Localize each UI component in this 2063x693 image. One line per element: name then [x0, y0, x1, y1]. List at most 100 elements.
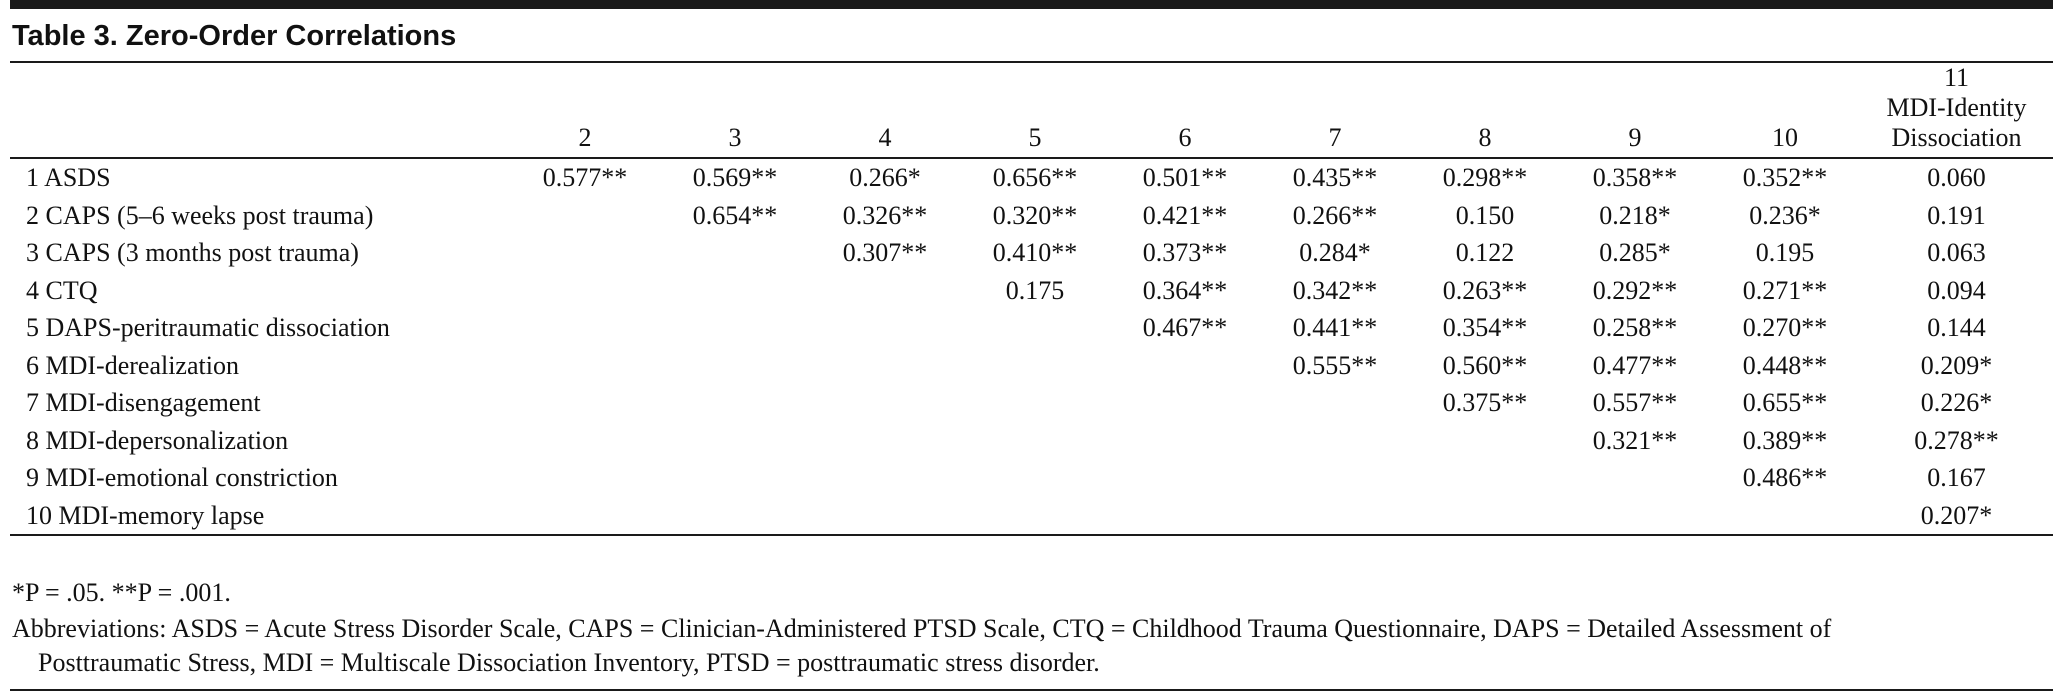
empty-cell — [1410, 496, 1560, 536]
empty-cell — [1110, 384, 1260, 422]
correlation-cell: 0.410** — [992, 238, 1078, 267]
empty-cell — [1110, 496, 1260, 536]
correlation-cell: 0.122 — [1455, 238, 1515, 267]
correlation-cell: 0.195 — [1755, 238, 1815, 267]
correlation-cell: 0.307** — [842, 238, 928, 267]
correlation-cell: 0.278** — [1914, 425, 1999, 455]
title-rule — [10, 61, 2053, 63]
header-row: 2 3 4 5 6 7 8 9 10 11 MDI-Identity Dissociation — [10, 63, 2053, 159]
bottom-rule — [10, 689, 2053, 691]
empty-cell — [660, 422, 810, 460]
empty-cell — [1260, 496, 1410, 536]
footnote: Abbreviations: ASDS = Acute Stress Disor… — [12, 614, 1832, 677]
empty-cell — [510, 422, 660, 460]
correlation-cell: 0.375** — [1442, 388, 1528, 417]
table-row: 7 MDI-disengagement 0.375** 0.557** 0.655**… — [10, 384, 2053, 422]
correlation-cell: 0.654** — [692, 200, 778, 230]
correlation-table: 2 3 4 5 6 7 8 9 10 11 MDI-Identity Dissociation 1 A… — [10, 63, 2053, 536]
empty-cell — [810, 309, 960, 347]
empty-cell — [510, 384, 660, 422]
empty-cell — [1560, 459, 1710, 497]
correlation-cell: 0.094 — [1927, 275, 1986, 305]
correlation-cell: 0.501** — [1142, 163, 1228, 192]
table-row: 4 CTQ 0.175 0.364** 0.342** 0.263** 0.292** 0.… — [10, 272, 2053, 310]
correlation-cell: 0.656** — [992, 163, 1078, 192]
empty-cell — [660, 459, 810, 497]
correlation-cell: 0.167 — [1927, 463, 1986, 492]
correlation-cell: 0.373** — [1142, 238, 1228, 267]
correlation-cell: 0.063 — [1927, 238, 1986, 267]
empty-cell — [960, 459, 1110, 497]
column-header: 11 MDI-Identity Dissociation — [1860, 63, 2053, 159]
correlation-cell: 0.292** — [1592, 275, 1678, 305]
row-label: 6 MDI-derealization — [26, 350, 239, 380]
row-label: 2 CAPS (5–6 weeks post trauma) — [26, 200, 374, 230]
empty-cell — [810, 422, 960, 460]
empty-cell — [810, 496, 960, 536]
table-title: Table 3. Zero-Order Correlations — [12, 20, 457, 52]
column-header: 5 — [960, 63, 1110, 159]
empty-cell — [510, 347, 660, 385]
row-label: 7 MDI-disengagement — [26, 388, 261, 417]
correlation-cell: 0.266* — [849, 163, 921, 192]
empty-cell — [960, 496, 1110, 536]
correlation-cell: 0.266** — [1292, 200, 1378, 230]
column-header: 9 — [1560, 63, 1710, 159]
correlation-cell: 0.358** — [1592, 163, 1678, 192]
empty-cell — [1110, 459, 1260, 497]
empty-cell — [660, 347, 810, 385]
correlation-cell: 0.060 — [1927, 163, 1986, 192]
empty-cell — [1110, 347, 1260, 385]
correlation-cell: 0.486** — [1742, 463, 1828, 492]
empty-cell — [660, 384, 810, 422]
row-label: 5 DAPS-peritraumatic dissociation — [26, 313, 390, 342]
correlation-cell: 0.569** — [692, 163, 778, 192]
column-header: 6 — [1110, 63, 1260, 159]
empty-cell — [1260, 384, 1410, 422]
table-row: 5 DAPS-peritraumatic dissociation 0.467**… — [10, 309, 2053, 347]
correlation-cell: 0.555** — [1292, 350, 1378, 380]
correlation-cell: 0.258** — [1592, 313, 1678, 342]
table-row: 8 MDI-depersonalization 0.321** 0.389** 0.2… — [10, 422, 2053, 460]
correlation-cell: 0.477** — [1592, 350, 1678, 380]
correlation-cell: 0.364** — [1142, 275, 1228, 305]
correlation-cell: 0.352** — [1742, 163, 1828, 192]
correlation-cell: 0.560** — [1442, 350, 1528, 380]
correlation-cell: 0.441** — [1292, 313, 1378, 342]
row-label: 8 MDI-depersonalization — [26, 425, 289, 455]
empty-cell — [660, 272, 810, 310]
correlation-cell: 0.298** — [1442, 163, 1528, 192]
top-rule — [10, 0, 2053, 9]
row-label: 10 MDI-memory lapse — [10, 496, 510, 536]
correlation-cell: 0.191 — [1927, 200, 1986, 230]
empty-cell — [810, 384, 960, 422]
empty-cell — [510, 459, 660, 497]
empty-cell — [960, 347, 1110, 385]
empty-cell — [960, 309, 1110, 347]
empty-cell — [1710, 496, 1860, 536]
correlation-cell: 0.321** — [1592, 425, 1678, 455]
table-row: 6 MDI-derealization 0.555** 0.560** 0.477**… — [10, 347, 2053, 385]
correlation-cell: 0.226* — [1920, 388, 1993, 417]
column-header: 2 — [510, 63, 660, 159]
correlation-cell: 0.577** — [542, 163, 628, 192]
empty-cell — [1260, 459, 1410, 497]
correlation-cell: 0.342** — [1292, 275, 1378, 305]
row-label: 9 MDI-emotional constriction — [26, 463, 338, 492]
empty-cell — [660, 496, 810, 536]
column-header: 3 — [660, 63, 810, 159]
empty-cell — [1260, 422, 1410, 460]
empty-cell — [1410, 459, 1560, 497]
empty-cell — [960, 384, 1110, 422]
correlation-cell: 0.218* — [1599, 200, 1671, 230]
correlation-cell: 0.144 — [1927, 313, 1986, 342]
column-number: 11 — [1943, 63, 1970, 92]
empty-cell — [510, 234, 660, 272]
correlation-cell: 0.421** — [1142, 200, 1228, 230]
correlation-cell: 0.150 — [1455, 200, 1515, 230]
header-blank — [10, 63, 510, 159]
correlation-cell: 0.467** — [1142, 313, 1228, 342]
empty-cell — [1110, 422, 1260, 460]
table-row: 9 MDI-emotional constriction 0.486** 0.167 — [10, 459, 2053, 497]
correlation-cell: 0.557** — [1592, 388, 1678, 417]
